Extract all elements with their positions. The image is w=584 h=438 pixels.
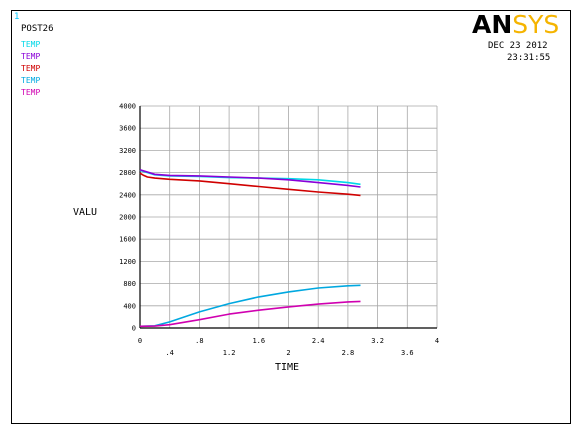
- x-tick-label: 0: [138, 337, 142, 345]
- series-line-5: [139, 300, 361, 328]
- x-tick-label: 3.6: [401, 349, 414, 357]
- y-tick-label: 0: [132, 325, 136, 333]
- legend-item-2: TEMP: [21, 52, 41, 61]
- series-line-2: [139, 169, 361, 188]
- y-tick-label: 3200: [119, 147, 136, 155]
- x-tick-label: 1.2: [223, 349, 236, 357]
- legend-item-4: TEMP: [21, 76, 41, 85]
- chart-series: [139, 169, 361, 328]
- y-tick-label: 1600: [119, 236, 136, 244]
- logo-part-2: SYS: [512, 10, 560, 39]
- y-tick-label: 800: [123, 280, 136, 288]
- logo-part-1: AN: [472, 10, 513, 39]
- x-tick-label: 2.8: [342, 349, 355, 357]
- legend-item-1: TEMP: [21, 40, 41, 49]
- y-tick-label: 400: [123, 302, 136, 310]
- time-label: 23:31:55: [507, 53, 551, 63]
- y-tick-label: 4000: [119, 103, 136, 111]
- y-tick-label: 3600: [119, 125, 136, 133]
- y-tick-label: 2400: [119, 191, 136, 199]
- x-tick-label: 1.6: [252, 337, 265, 345]
- date-label: DEC 23 2012: [488, 41, 548, 51]
- x-tick-label: 2.4: [312, 337, 325, 345]
- series-line-3: [139, 172, 361, 197]
- x-tick-label: .8: [195, 337, 203, 345]
- x-tick-label: 3.2: [371, 337, 384, 345]
- legend-item-5: TEMP: [21, 88, 41, 97]
- y-tick-label: 2000: [119, 214, 136, 222]
- x-axis-label: TIME: [275, 362, 300, 373]
- chart-grid: [140, 105, 438, 328]
- x-tick-label: 2: [286, 349, 290, 357]
- x-tick-label: 4: [435, 337, 439, 345]
- y-axis-label: VALU: [73, 207, 98, 218]
- ansys-logo: ANSYS: [472, 10, 559, 39]
- window-number: 1: [14, 12, 20, 22]
- plot-window-frame: [11, 10, 571, 424]
- x-tick-label: .4: [165, 349, 173, 357]
- legend-item-3: TEMP: [21, 64, 41, 73]
- y-tick-label: 2800: [119, 169, 136, 177]
- post-processor-name: POST26: [21, 24, 54, 34]
- y-tick-label: 1200: [119, 258, 136, 266]
- chart-ticks: 0 400 800 1200 1600 2000 2400 2800 3200 3600 4000 0…: [119, 103, 439, 358]
- series-line-4: [139, 284, 361, 328]
- chart-axes: [139, 106, 437, 329]
